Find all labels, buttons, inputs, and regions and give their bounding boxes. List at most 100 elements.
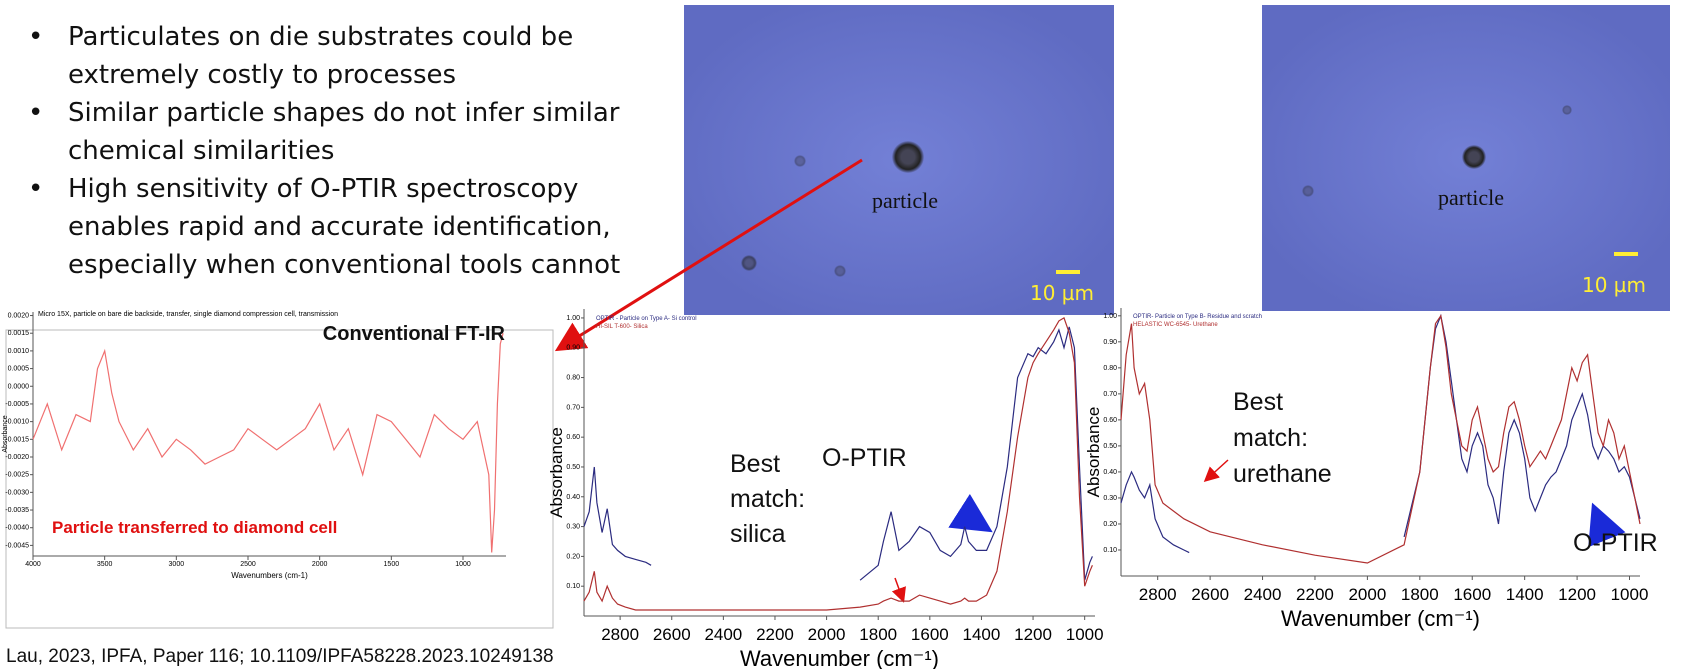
particle-label: particle (1438, 185, 1504, 210)
x-tick-label: 2600 (1191, 585, 1229, 604)
x-tick-label: 1200 (1014, 625, 1052, 644)
x-tick-label: 2000 (312, 561, 328, 568)
y-tick-label: 1.00 (1103, 313, 1117, 320)
x-tick-label: 1000 (1611, 585, 1649, 604)
x-tick-label: 1000 (1066, 625, 1104, 644)
x-tick-label: 2500 (240, 561, 256, 568)
y-tick-label: 0.20 (1103, 521, 1117, 528)
y-tick-label: 0.0010 (8, 348, 30, 355)
y-tick-label: 0.20 (566, 553, 580, 560)
legend-entry: OPTIR - Particle on Type A- Si control (596, 316, 697, 322)
x-tick-label: 2400 (704, 625, 742, 644)
scale-bar (1614, 252, 1638, 256)
x-tick-label: 2800 (601, 625, 639, 644)
y-tick-label: 0.90 (566, 345, 580, 352)
spectrum-line (583, 326, 1093, 581)
x-tick-label: 1600 (911, 625, 949, 644)
y-tick-label: 0.80 (1103, 365, 1117, 372)
pointer-arrow (1203, 459, 1229, 483)
annotation: O-PTIR (822, 444, 907, 472)
x-tick-label: 4000 (25, 561, 41, 568)
y-tick-label: 0.40 (566, 494, 580, 501)
annotation: Best (730, 450, 780, 478)
annotation: match: (730, 485, 805, 513)
annotation: urethane (1233, 460, 1332, 488)
y-tick-label: -0.0035 (5, 507, 29, 514)
pointer-arrow (948, 493, 993, 533)
micrograph: particle 10 µm (684, 5, 1114, 315)
y-tick-label: 0.50 (1103, 443, 1117, 450)
scale-label: 10 µm (1030, 281, 1095, 305)
bullet-list: Particulates on die substrates could be … (28, 18, 628, 284)
annotation: Best (1233, 388, 1283, 416)
y-tick-label: 0.0015 (8, 330, 30, 337)
y-tick-label: -0.0015 (5, 436, 29, 443)
legend-entry: OPTIR- Particle on Type B- Residue and s… (1133, 314, 1262, 320)
x-tick-label: 1000 (455, 561, 471, 568)
y-tick-label: 0.50 (566, 464, 580, 471)
spectrum-line (583, 317, 1093, 611)
y-axis-label: Absorbance (1084, 407, 1103, 498)
bullet: Particulates on die substrates could be … (28, 18, 628, 94)
y-tick-label: 0.0020 (8, 313, 30, 320)
x-tick-label: 2000 (808, 625, 846, 644)
y-tick-label: -0.0040 (5, 525, 29, 532)
x-tick-label: 1800 (859, 625, 897, 644)
annotation: match: (1233, 424, 1308, 452)
legend-entry: HELASTIC WC-6545- Urethane (1133, 322, 1218, 328)
x-axis-label: Wavenumber (cm⁻¹) (740, 646, 939, 669)
y-tick-label: 0.10 (566, 583, 580, 590)
y-tick-label: 0.10 (1103, 547, 1117, 554)
chart-frame (5, 329, 554, 629)
spectrum-line (1120, 313, 1641, 554)
y-tick-label: 0.80 (566, 375, 580, 382)
annotation: silica (730, 520, 786, 548)
spectrum-line (1120, 314, 1641, 564)
y-tick-label: 0.30 (1103, 495, 1117, 502)
y-tick-label: -0.0045 (5, 542, 29, 549)
x-tick-label: 2200 (756, 625, 794, 644)
y-tick-label: 0.60 (1103, 417, 1117, 424)
y-tick-label: 1.00 (566, 315, 580, 322)
y-tick-label: 0.0005 (8, 366, 30, 373)
y-tick-label: 0.60 (566, 434, 580, 441)
x-tick-label: 2800 (1139, 585, 1177, 604)
x-tick-label: 1400 (963, 625, 1001, 644)
pointer-arrow (554, 158, 863, 352)
bullet: Similar particle shapes do not infer sim… (28, 94, 628, 170)
scale-label: 10 µm (1582, 273, 1647, 297)
x-tick-label: 1400 (1506, 585, 1544, 604)
x-axis-label: Wavenumber (cm⁻¹) (1281, 606, 1480, 631)
scale-bar (1056, 270, 1080, 274)
pointer-arrow (891, 577, 906, 603)
x-tick-label: 1800 (1401, 585, 1439, 604)
x-tick-label: 2200 (1296, 585, 1334, 604)
y-tick-label: 0.40 (1103, 469, 1117, 476)
x-axis-label: Wavenumbers (cm-1) (231, 571, 308, 580)
citation: Lau, 2023, IPFA, Paper 116; 10.1109/IPFA… (6, 646, 554, 667)
y-tick-label: -0.0005 (5, 401, 29, 408)
x-tick-label: 2000 (1348, 585, 1386, 604)
annotation: Conventional FT-IR (323, 323, 506, 345)
y-tick-label: 0.0000 (8, 383, 30, 390)
annotation: Particle transferred to diamond cell (52, 518, 337, 537)
x-tick-label: 2400 (1244, 585, 1282, 604)
x-tick-label: 3500 (97, 561, 113, 568)
x-tick-label: 1200 (1558, 585, 1596, 604)
chart-title: Micro 15X, particle on bare die backside… (38, 311, 338, 318)
y-tick-label: 0.70 (1103, 391, 1117, 398)
y-tick-label: 0.70 (566, 404, 580, 411)
x-tick-label: 1500 (384, 561, 400, 568)
spectrum-line (32, 333, 504, 553)
y-tick-label: -0.0025 (5, 472, 29, 479)
y-axis-label: Absorbance (2, 415, 9, 452)
particle-label: particle (872, 188, 938, 213)
x-tick-label: 2600 (653, 625, 691, 644)
micrograph: particle 10 µm (1262, 5, 1670, 311)
x-tick-label: 1600 (1453, 585, 1491, 604)
y-tick-label: -0.0030 (5, 489, 29, 496)
x-tick-label: 3000 (169, 561, 185, 568)
y-tick-label: -0.0020 (5, 454, 29, 461)
